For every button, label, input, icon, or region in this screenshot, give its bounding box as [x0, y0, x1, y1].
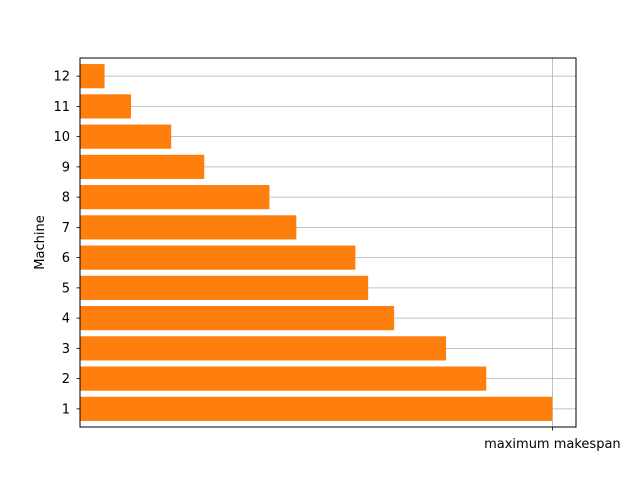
bar-machine-3	[80, 336, 447, 361]
y-tick-label: 8	[62, 191, 70, 206]
bar-machine-2	[80, 366, 487, 391]
y-tick-label: 9	[62, 160, 70, 175]
y-axis-label: Machine	[33, 215, 48, 269]
plot-frame	[79, 57, 577, 428]
y-tick-label: 11	[53, 100, 70, 115]
y-tick-label: 2	[62, 372, 70, 387]
bar-machine-5	[80, 275, 369, 300]
bar-machine-11	[80, 94, 132, 119]
bar-machine-10	[80, 124, 172, 149]
bar-machine-4	[80, 306, 395, 331]
y-tick-label: 6	[62, 251, 70, 266]
bar-machine-12	[80, 64, 105, 89]
bar-machine-9	[80, 154, 205, 179]
y-tick-label: 4	[62, 312, 70, 327]
bar-machine-1	[80, 396, 553, 421]
y-tick-label: 3	[62, 342, 70, 357]
y-tick-label: 5	[62, 281, 70, 296]
bar-machine-8	[80, 185, 270, 210]
y-tick-label: 7	[62, 221, 70, 236]
y-tick-label: 12	[53, 70, 70, 85]
y-tick-label: 1	[62, 402, 70, 417]
x-tick-label: maximum makespan	[484, 437, 621, 452]
bars-layer	[80, 64, 553, 421]
bar-machine-7	[80, 215, 297, 240]
y-tick-label: 10	[53, 130, 70, 145]
bar-machine-6	[80, 245, 356, 270]
